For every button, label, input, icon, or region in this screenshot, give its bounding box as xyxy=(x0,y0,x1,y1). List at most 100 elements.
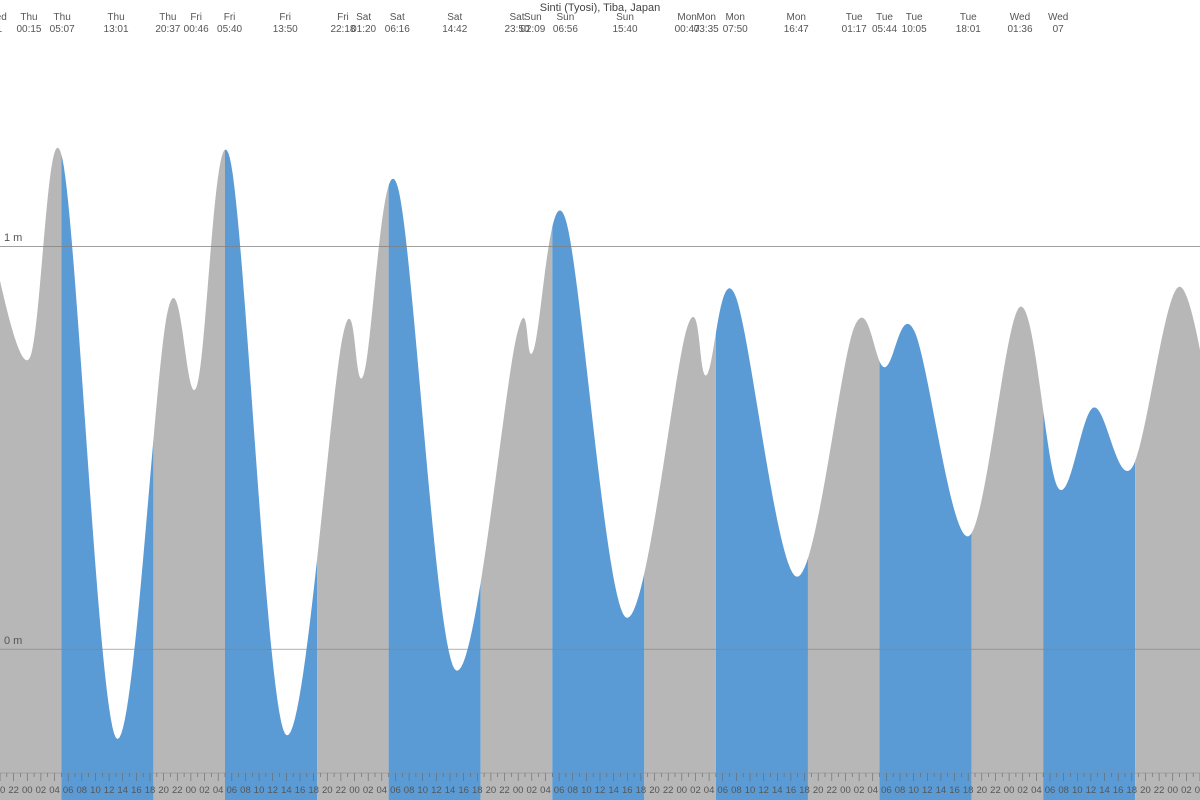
x-axis-tick: 22 xyxy=(499,785,510,796)
x-axis-tick: 20 xyxy=(1140,785,1151,796)
x-axis-tick: 20 xyxy=(977,785,988,796)
x-axis-tick: 04 xyxy=(704,785,715,796)
x-axis-tick: 12 xyxy=(922,785,933,796)
tide-time-label: Mon03:35 xyxy=(694,12,719,36)
x-axis-tick: 12 xyxy=(267,785,278,796)
x-axis-tick: 14 xyxy=(772,785,783,796)
tide-time-label: Thu13:01 xyxy=(104,12,129,36)
x-axis-tick: 16 xyxy=(786,785,797,796)
x-axis-tick: 20 xyxy=(158,785,169,796)
x-axis-tick: 06 xyxy=(390,785,401,796)
x-axis-tick: 04 xyxy=(377,785,388,796)
x-axis-tick: 18 xyxy=(308,785,319,796)
x-axis-tick: 14 xyxy=(445,785,456,796)
x-axis-tick: 02 xyxy=(690,785,701,796)
tide-time-label: Thu00:15 xyxy=(16,12,41,36)
x-axis-tick: 10 xyxy=(1072,785,1083,796)
x-axis-tick: 08 xyxy=(895,785,906,796)
x-axis-tick: 10 xyxy=(417,785,428,796)
x-axis-tick: 00 xyxy=(1004,785,1015,796)
x-axis-tick: 12 xyxy=(104,785,115,796)
x-axis-tick: 14 xyxy=(1099,785,1110,796)
tide-time-label: Wed01:36 xyxy=(1007,12,1032,36)
x-axis-tick: 16 xyxy=(458,785,469,796)
tide-time-label: Fri05:40 xyxy=(217,12,242,36)
x-axis-tick: 10 xyxy=(90,785,101,796)
x-axis-tick: 12 xyxy=(1086,785,1097,796)
tide-time-label: Thu20:37 xyxy=(155,12,180,36)
x-axis-tick: 08 xyxy=(240,785,251,796)
x-axis-tick: 14 xyxy=(117,785,128,796)
x-axis-tick: 08 xyxy=(77,785,88,796)
x-axis-tick: 20 xyxy=(649,785,660,796)
x-axis-tick: 14 xyxy=(281,785,292,796)
x-axis-tick: 10 xyxy=(745,785,756,796)
tide-chart xyxy=(0,0,1200,800)
x-axis-tick: 04 xyxy=(49,785,60,796)
x-axis-tick: 00 xyxy=(840,785,851,796)
x-axis-tick: 02 xyxy=(1181,785,1192,796)
x-axis-tick: 04 xyxy=(1031,785,1042,796)
x-axis-tick: 22 xyxy=(990,785,1001,796)
tide-time-label: Fri00:46 xyxy=(184,12,209,36)
tide-time-label: Sun02:09 xyxy=(520,12,545,36)
x-axis-tick: 02 xyxy=(1017,785,1028,796)
x-axis-tick: 16 xyxy=(295,785,306,796)
x-axis-tick: 04 xyxy=(213,785,224,796)
x-axis-tick: 12 xyxy=(758,785,769,796)
x-axis-tick: 00 xyxy=(349,785,360,796)
tide-time-label: Sun15:40 xyxy=(613,12,638,36)
tide-time-label: Mon16:47 xyxy=(784,12,809,36)
x-axis-tick: 02 xyxy=(854,785,865,796)
tide-time-label: Tue18:01 xyxy=(956,12,981,36)
x-axis-tick: 06 xyxy=(63,785,74,796)
x-axis-tick: 10 xyxy=(254,785,265,796)
x-axis-tick: 16 xyxy=(622,785,633,796)
x-axis-tick: 06 xyxy=(717,785,728,796)
x-axis-tick: 02 xyxy=(527,785,538,796)
x-axis-tick: 10 xyxy=(581,785,592,796)
x-axis-tick: 16 xyxy=(949,785,960,796)
x-axis-tick: 02 xyxy=(36,785,47,796)
x-axis-tick: 02 xyxy=(199,785,210,796)
x-axis-tick: 04 xyxy=(1195,785,1200,796)
tide-time-label: Tue10:05 xyxy=(902,12,927,36)
x-axis-tick: 02 xyxy=(363,785,374,796)
x-axis-tick: 06 xyxy=(227,785,238,796)
tide-time-label: Fri13:50 xyxy=(273,12,298,36)
x-axis-tick: 20 xyxy=(0,785,5,796)
tide-extrema-labels: Wed21Thu00:15Thu05:07Thu13:01Thu20:37Fri… xyxy=(0,12,1200,42)
tide-time-label: Tue01:17 xyxy=(842,12,867,36)
x-axis-tick: 18 xyxy=(636,785,647,796)
x-axis-tick: 20 xyxy=(486,785,497,796)
tide-time-label: Tue05:44 xyxy=(872,12,897,36)
x-axis-tick: 12 xyxy=(595,785,606,796)
y-axis-gridline-label: 1 m xyxy=(4,232,22,244)
x-axis-tick: 20 xyxy=(813,785,824,796)
x-axis-tick: 20 xyxy=(322,785,333,796)
x-axis-tick: 04 xyxy=(540,785,551,796)
x-axis-tick: 06 xyxy=(554,785,565,796)
x-axis-tick: 08 xyxy=(731,785,742,796)
tide-time-label: Wed07 xyxy=(1048,12,1068,36)
tide-time-label: Sat06:16 xyxy=(385,12,410,36)
tide-time-label: Sun06:56 xyxy=(553,12,578,36)
x-axis-tick: 12 xyxy=(431,785,442,796)
x-axis-tick: 22 xyxy=(8,785,19,796)
x-axis-tick: 22 xyxy=(172,785,183,796)
x-axis-tick: 10 xyxy=(908,785,919,796)
x-axis-tick: 18 xyxy=(145,785,156,796)
x-axis-tick: 18 xyxy=(1127,785,1138,796)
x-axis-tick: 18 xyxy=(472,785,483,796)
x-axis-tick: 08 xyxy=(404,785,415,796)
x-axis-tick: 08 xyxy=(1058,785,1069,796)
tide-time-label: Sat14:42 xyxy=(442,12,467,36)
x-axis-tick: 00 xyxy=(1167,785,1178,796)
x-axis-tick: 16 xyxy=(131,785,142,796)
tide-time-label: Thu05:07 xyxy=(50,12,75,36)
tide-time-label: Wed21 xyxy=(0,12,7,36)
x-axis-tick: 16 xyxy=(1113,785,1124,796)
tide-time-label: Mon07:50 xyxy=(723,12,748,36)
tide-time-label: Sat01:20 xyxy=(351,12,376,36)
x-axis-tick: 22 xyxy=(1154,785,1165,796)
